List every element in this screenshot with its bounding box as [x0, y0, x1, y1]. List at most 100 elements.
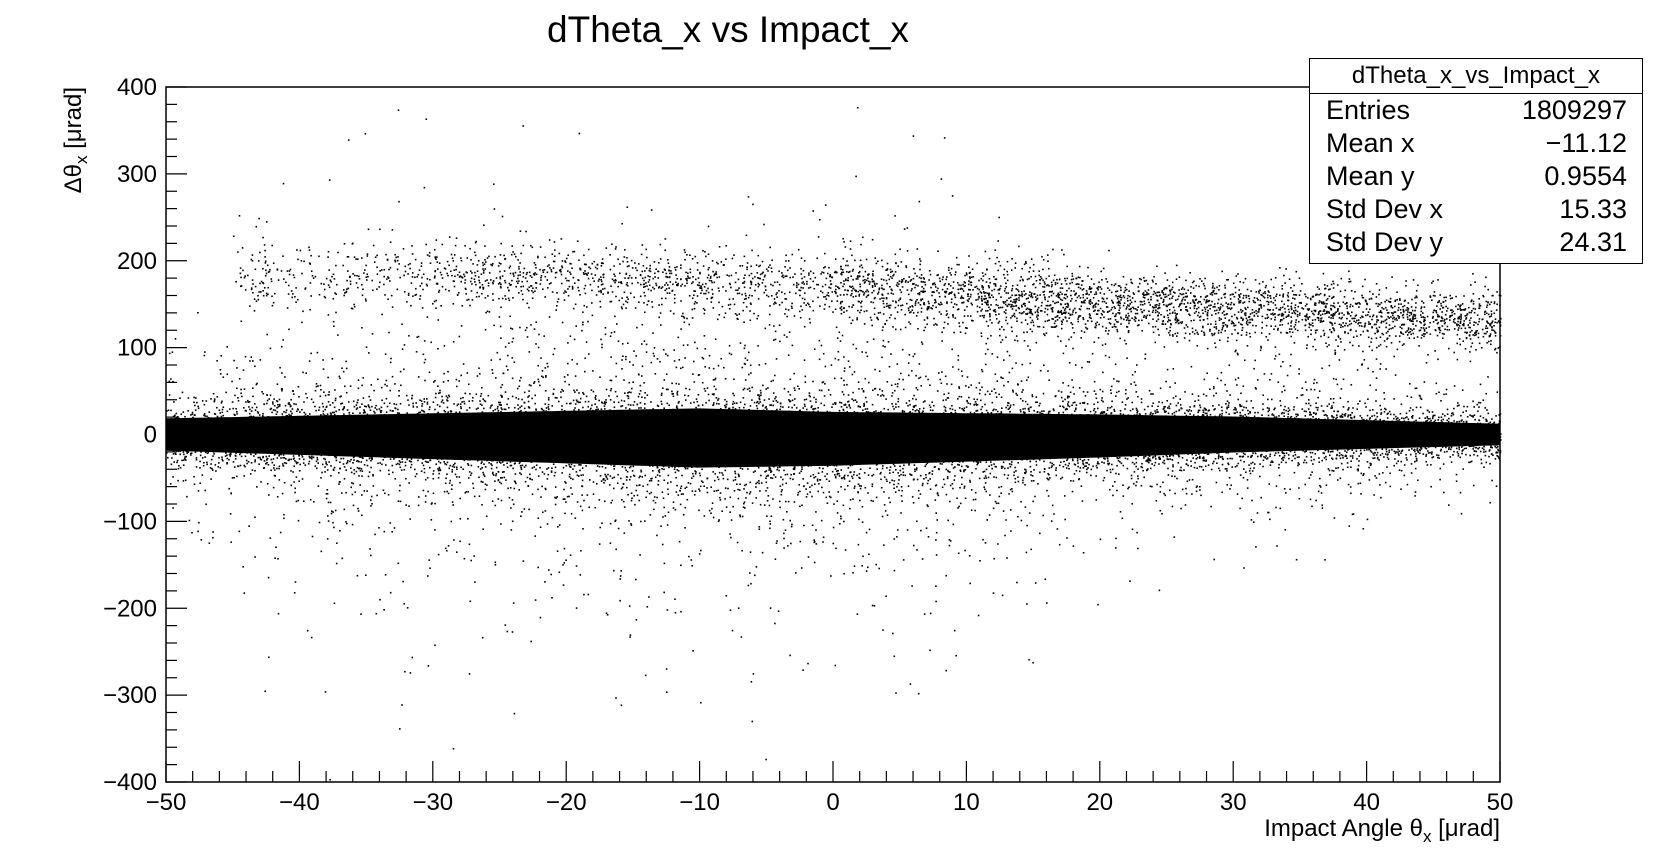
- scatter-point: [373, 440, 376, 443]
- scatter-point: [259, 442, 261, 445]
- scatter-point: [824, 430, 827, 432]
- scatter-point: [254, 442, 257, 444]
- scatter-point: [779, 466, 781, 468]
- scatter-point: [477, 466, 480, 468]
- scatter-point: [393, 403, 395, 405]
- scatter-point: [989, 472, 992, 475]
- scatter-point: [446, 397, 449, 399]
- scatter-point: [974, 491, 977, 494]
- scatter-point: [1311, 425, 1314, 428]
- scatter-point: [1326, 423, 1328, 425]
- scatter-point: [555, 413, 557, 415]
- scatter-point: [829, 423, 831, 425]
- scatter-point: [1330, 441, 1333, 444]
- scatter-point: [1068, 448, 1070, 451]
- scatter-point: [1217, 457, 1220, 460]
- scatter-point: [718, 403, 720, 405]
- scatter-point: [248, 401, 251, 403]
- scatter-point: [1479, 415, 1482, 417]
- scatter-point: [350, 467, 352, 469]
- scatter-point: [572, 440, 574, 443]
- scatter-point: [757, 455, 760, 458]
- scatter-point: [1073, 410, 1076, 412]
- scatter-point: [1197, 411, 1199, 414]
- scatter-point: [814, 417, 817, 420]
- scatter-point: [312, 456, 315, 459]
- scatter-point: [730, 439, 733, 441]
- scatter-point: [779, 485, 782, 487]
- scatter-point: [222, 419, 225, 422]
- scatter-point: [361, 455, 364, 457]
- scatter-point: [820, 456, 822, 458]
- scatter-point: [262, 429, 264, 431]
- scatter-point: [862, 429, 865, 432]
- scatter-point: [616, 440, 619, 443]
- scatter-point: [1207, 425, 1209, 427]
- scatter-point: [1379, 404, 1381, 407]
- scatter-point: [1158, 463, 1160, 465]
- scatter-point: [1341, 423, 1344, 425]
- scatter-point: [426, 425, 428, 427]
- scatter-point: [1131, 417, 1134, 420]
- scatter-point: [1424, 441, 1427, 443]
- scatter-point: [1393, 429, 1395, 432]
- scatter-point: [675, 477, 677, 479]
- scatter-point: [220, 420, 223, 423]
- scatter-point: [473, 430, 475, 433]
- scatter-point: [381, 448, 383, 450]
- scatter-point: [1323, 414, 1326, 416]
- scatter-point: [1087, 467, 1089, 469]
- scatter-point: [398, 428, 401, 430]
- scatter-point: [841, 391, 844, 393]
- scatter-point: [1355, 421, 1358, 423]
- scatter-point: [475, 423, 477, 425]
- scatter-point: [1244, 443, 1246, 446]
- scatter-point: [710, 440, 712, 443]
- scatter-point: [305, 444, 307, 446]
- scatter-point: [190, 436, 192, 438]
- scatter-point: [961, 429, 964, 432]
- scatter-point: [1473, 450, 1476, 452]
- scatter-point: [1494, 438, 1496, 441]
- scatter-point: [245, 429, 248, 432]
- scatter-point: [996, 435, 998, 437]
- scatter-point: [546, 452, 549, 455]
- scatter-point: [1096, 440, 1099, 442]
- scatter-point: [1188, 440, 1191, 442]
- scatter-point: [714, 447, 716, 449]
- scatter-point: [811, 425, 814, 427]
- scatter-point: [1000, 465, 1003, 468]
- scatter-point: [514, 414, 517, 416]
- scatter-point: [644, 444, 646, 447]
- scatter-point: [371, 405, 373, 408]
- scatter-point: [785, 450, 787, 453]
- scatter-point: [793, 423, 795, 425]
- scatter-point: [1221, 463, 1224, 466]
- scatter-point: [891, 426, 893, 429]
- scatter-point: [810, 429, 813, 432]
- scatter-point: [814, 428, 817, 431]
- scatter-point: [541, 431, 544, 433]
- scatter-point: [178, 422, 180, 424]
- scatter-point: [1491, 446, 1493, 449]
- scatter-point: [890, 438, 892, 441]
- scatter-point: [777, 429, 779, 431]
- scatter-point: [196, 443, 199, 446]
- scatter-point: [907, 425, 910, 427]
- scatter-point: [547, 397, 550, 399]
- scatter-point: [985, 455, 987, 457]
- scatter-point: [1084, 416, 1086, 419]
- scatter-point: [943, 446, 945, 448]
- scatter-point: [423, 411, 426, 413]
- scatter-point: [1327, 448, 1329, 450]
- scatter-point: [1415, 453, 1417, 455]
- scatter-point: [438, 453, 440, 455]
- scatter-point: [1190, 450, 1192, 453]
- scatter-point: [375, 446, 377, 448]
- scatter-point: [1208, 423, 1210, 425]
- scatter-point: [1144, 422, 1146, 425]
- scatter-point: [301, 439, 304, 441]
- scatter-point: [1357, 431, 1359, 434]
- scatter-point: [550, 443, 553, 446]
- scatter-point: [653, 430, 656, 432]
